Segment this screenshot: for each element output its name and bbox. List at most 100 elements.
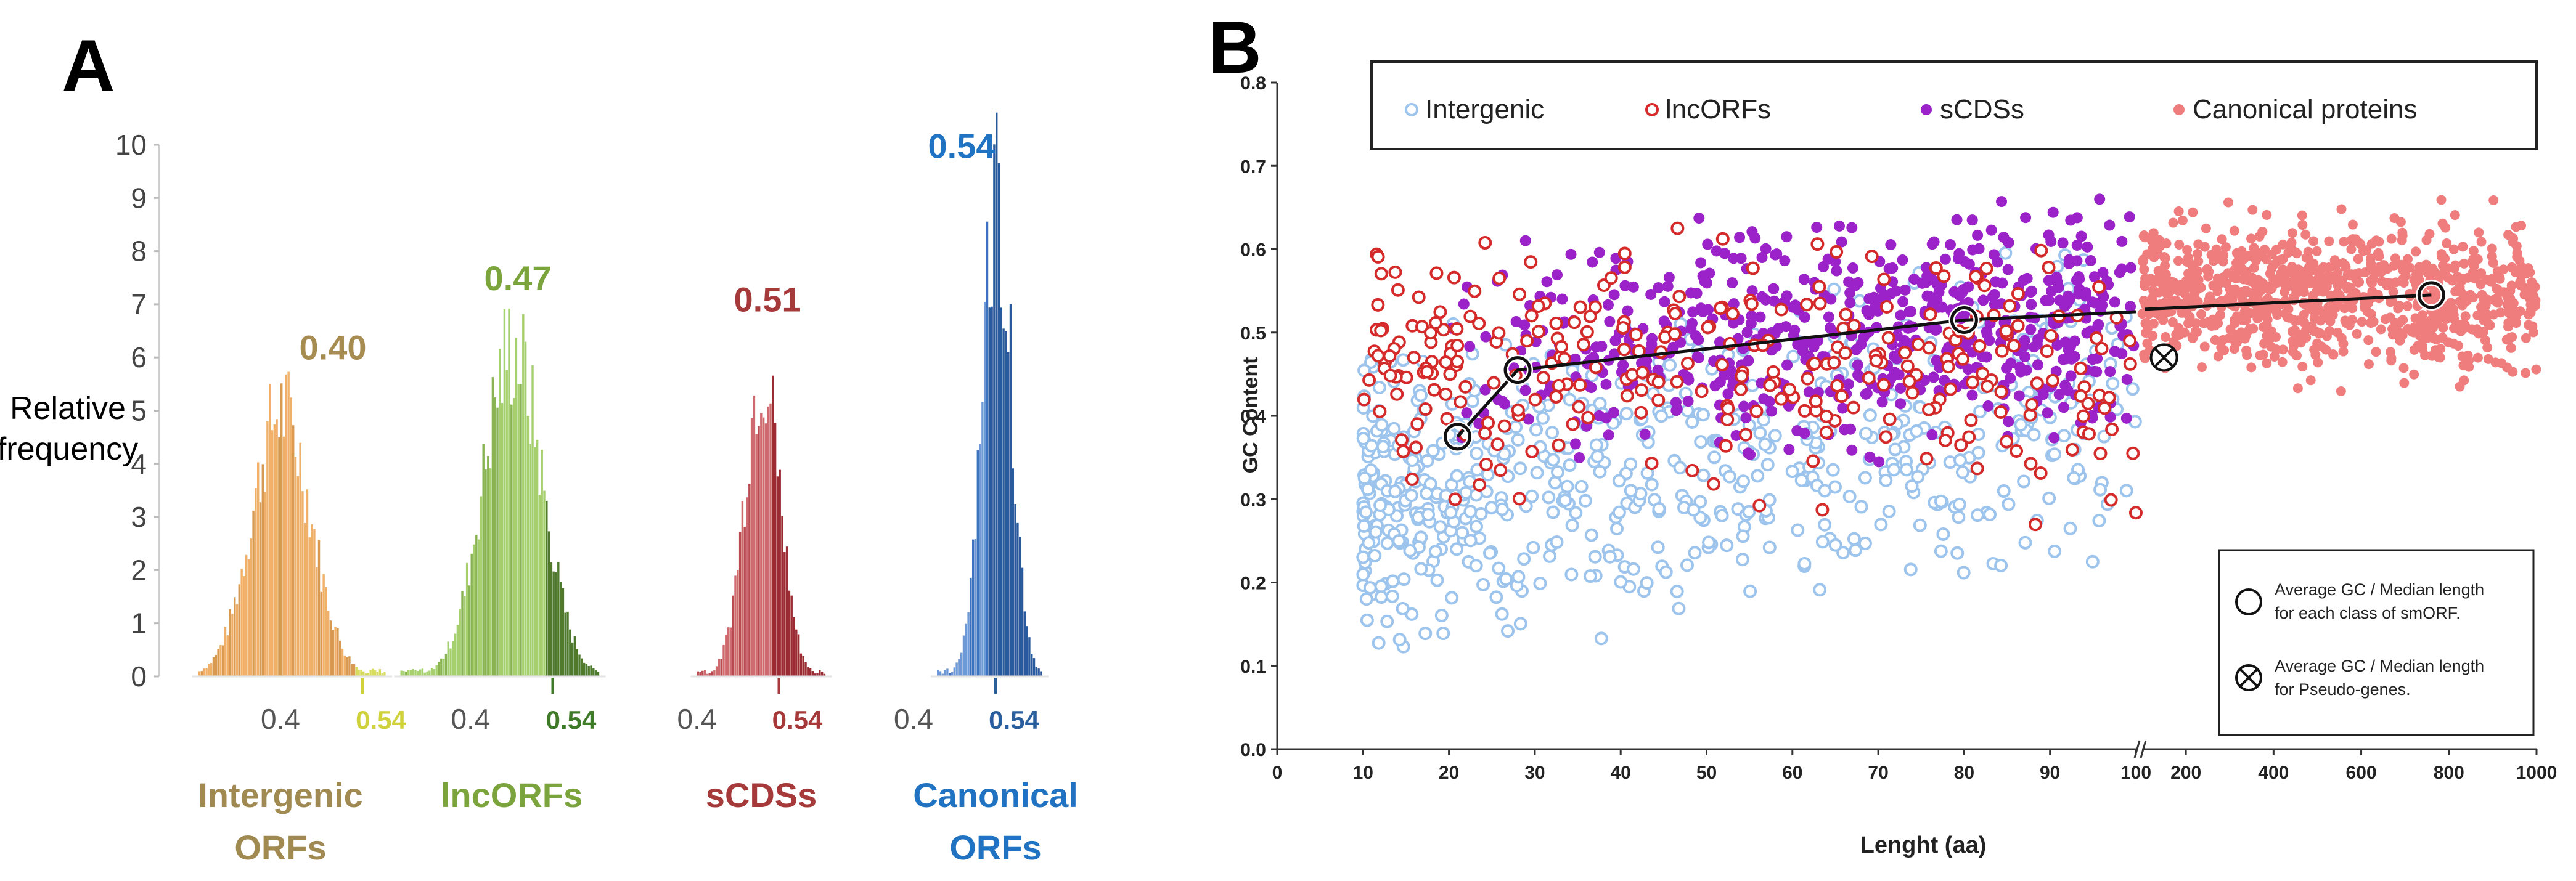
lncorf-point	[1725, 307, 1740, 321]
canonical-point	[2174, 239, 2185, 250]
lncorf-point	[2102, 391, 2116, 405]
scds-point	[1780, 321, 1792, 333]
histogram-bar	[996, 112, 998, 677]
lncorf-point	[1876, 378, 1891, 392]
lncorf-point	[1454, 395, 1468, 409]
canonical-point	[2287, 327, 2297, 337]
canonical-point	[2299, 287, 2309, 298]
scds-point	[2046, 285, 2058, 297]
canonical-point	[2424, 229, 2435, 239]
intergenic-point	[1574, 479, 1589, 493]
scds-point	[1461, 407, 1473, 419]
lncorf-point	[1405, 472, 1419, 486]
histogram-bar	[939, 671, 942, 676]
lncorf-point	[1865, 250, 1879, 264]
intergenic-point	[1376, 440, 1390, 454]
intergenic-point	[2097, 429, 2111, 444]
y-tick-label: 10	[115, 129, 147, 161]
canonical-point	[2325, 316, 2336, 327]
intergenic-point	[1388, 484, 1402, 498]
histogram-bar	[1035, 667, 1038, 676]
histogram-bar	[405, 672, 407, 676]
canonical-point	[2450, 260, 2461, 270]
intergenic-point	[2063, 521, 2077, 535]
lncorf-point	[2128, 506, 2143, 520]
histogram-bar	[364, 673, 367, 676]
scds-point	[1779, 255, 1791, 267]
lncorf-point	[2126, 446, 2140, 460]
canonical-point	[2324, 236, 2334, 246]
lncorf-point	[1409, 440, 1423, 455]
canonical-point	[2211, 244, 2222, 254]
canonical-point	[2283, 304, 2294, 314]
canonical-point	[2139, 349, 2149, 360]
canonical-point	[2503, 318, 2514, 328]
y-tick-label: 0.5	[1240, 323, 1266, 344]
scds-point	[1663, 272, 1675, 283]
intergenic-point	[1952, 497, 1966, 511]
intergenic-point	[1413, 388, 1428, 402]
lncorf-point	[1616, 321, 1630, 335]
intergenic-point	[1696, 408, 1711, 422]
lncorf-point	[1524, 309, 1539, 323]
legend-label: Intergenic	[1425, 94, 1544, 124]
average-trend	[1442, 279, 2447, 452]
intergenic-point	[1847, 532, 1861, 546]
scds-point	[1585, 382, 1597, 394]
histogram-bar	[229, 609, 231, 676]
canonical-point	[2286, 237, 2297, 248]
intergenic-point	[1542, 490, 1556, 505]
scds-point	[2043, 229, 2055, 241]
intergenic-point	[2002, 497, 2016, 511]
canonical-point	[2338, 346, 2349, 357]
histogram-bar	[729, 627, 732, 676]
scds-point	[1541, 276, 1553, 288]
intergenic-point	[1380, 614, 1394, 628]
legend-marker	[2173, 104, 2185, 115]
intergenic-point	[1702, 535, 1716, 550]
canonical-point	[2220, 242, 2231, 253]
note-smorf-line2: for each class of smORF.	[2275, 604, 2461, 622]
histogram-bar	[473, 544, 475, 676]
scds-point	[2074, 273, 2085, 285]
histogram-bar	[583, 662, 586, 676]
scds-point	[2043, 275, 2055, 286]
intergenic-point	[1385, 589, 1399, 603]
scds-point	[2124, 211, 2135, 223]
histogram-bar	[774, 423, 777, 676]
scds-point	[1792, 339, 1804, 351]
histogram-bar	[755, 434, 758, 676]
histogram-bar	[292, 425, 295, 676]
canonical-point	[2259, 245, 2270, 255]
histogram-bar	[997, 163, 1000, 676]
scds-point	[1658, 315, 1670, 327]
panel-b: B GC Content Lenght (aa) 0.0 0.1 0.2 0.3 0.4…	[1208, 0, 2576, 881]
canonical-point	[2453, 341, 2463, 351]
legend-box	[1370, 60, 2538, 150]
canonical-point	[2474, 227, 2484, 238]
lncorf-point	[2098, 401, 2112, 415]
intergenic-point	[1818, 484, 1832, 498]
axis-break-mark	[2140, 740, 2147, 758]
scds-point	[2003, 416, 2014, 428]
histogram-bar	[238, 584, 241, 676]
histogram-bar	[762, 417, 765, 676]
lncorf-point	[1391, 283, 1405, 297]
histogram-bar	[329, 620, 332, 676]
y-tick-label: 0.1	[1240, 657, 1266, 677]
canonical-point	[2448, 244, 2459, 254]
canonical-point	[2270, 332, 2281, 343]
scds-point	[1519, 235, 1531, 246]
histogram-bar	[750, 418, 753, 676]
histogram-bar	[255, 488, 257, 676]
canonical-point	[2460, 311, 2471, 322]
canonical-point	[2347, 303, 2358, 314]
scds-point	[2104, 219, 2116, 231]
lncorf-point	[1555, 339, 1569, 354]
lncorf-point	[2025, 397, 2039, 412]
scds-point	[1551, 269, 1563, 281]
canonical-point	[2511, 311, 2521, 322]
lncorf-point	[1911, 337, 1925, 351]
histogram-bar	[965, 623, 968, 676]
